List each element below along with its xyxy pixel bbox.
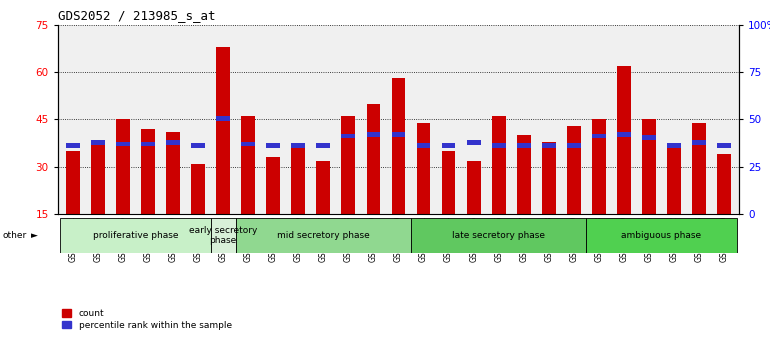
Bar <box>367 104 380 214</box>
Bar <box>567 126 581 214</box>
Bar <box>91 140 105 145</box>
Bar <box>517 135 531 214</box>
Bar <box>467 140 480 145</box>
Text: late secretory phase: late secretory phase <box>452 231 545 240</box>
Bar <box>216 116 230 121</box>
Bar <box>417 143 430 148</box>
Text: proliferative phase: proliferative phase <box>92 231 178 240</box>
Bar <box>718 143 731 148</box>
Bar <box>291 143 305 148</box>
Bar <box>592 119 606 214</box>
Bar <box>587 218 737 253</box>
Bar <box>141 129 155 214</box>
Bar <box>442 143 456 148</box>
Legend: count, percentile rank within the sample: count, percentile rank within the sample <box>62 309 232 330</box>
Bar <box>642 135 656 140</box>
Bar <box>492 143 506 148</box>
Bar <box>191 143 205 148</box>
Bar <box>392 132 405 137</box>
Bar <box>316 160 330 214</box>
Bar <box>241 116 255 214</box>
Bar <box>216 47 230 214</box>
Bar <box>316 143 330 148</box>
Bar <box>567 143 581 148</box>
Text: ►: ► <box>31 231 38 240</box>
Bar <box>166 132 180 214</box>
Text: GDS2052 / 213985_s_at: GDS2052 / 213985_s_at <box>58 9 216 22</box>
Bar <box>467 160 480 214</box>
Bar <box>667 143 681 148</box>
Bar <box>642 119 656 214</box>
Bar <box>392 79 405 214</box>
Text: ambiguous phase: ambiguous phase <box>621 231 701 240</box>
Bar <box>66 143 79 148</box>
Bar <box>191 164 205 214</box>
Bar <box>116 142 130 146</box>
Text: early secretory
phase: early secretory phase <box>189 226 257 245</box>
Bar <box>341 134 355 138</box>
Bar <box>442 151 456 214</box>
Bar <box>116 119 130 214</box>
Bar <box>692 122 706 214</box>
Bar <box>241 142 255 146</box>
Bar <box>60 218 210 253</box>
Bar <box>266 157 280 214</box>
Bar <box>617 132 631 137</box>
Bar <box>692 140 706 145</box>
Bar <box>166 140 180 145</box>
Bar <box>411 218 587 253</box>
Bar <box>617 66 631 214</box>
Bar <box>718 154 731 214</box>
Bar <box>517 143 531 148</box>
Text: mid secretory phase: mid secretory phase <box>277 231 370 240</box>
Text: other: other <box>2 231 26 240</box>
Bar <box>210 218 236 253</box>
Bar <box>667 145 681 214</box>
Bar <box>141 142 155 146</box>
Bar <box>592 134 606 138</box>
Bar <box>417 122 430 214</box>
Bar <box>236 218 411 253</box>
Bar <box>542 142 556 214</box>
Bar <box>266 143 280 148</box>
Bar <box>66 151 79 214</box>
Bar <box>91 142 105 214</box>
Bar <box>341 116 355 214</box>
Bar <box>367 132 380 137</box>
Bar <box>492 116 506 214</box>
Bar <box>291 148 305 214</box>
Bar <box>542 143 556 148</box>
